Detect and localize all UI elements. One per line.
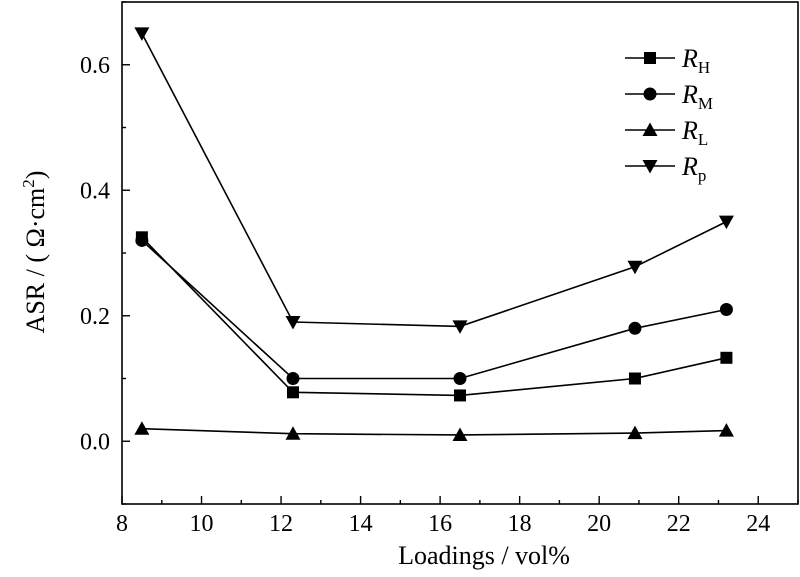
data-point-rp — [718, 215, 734, 230]
x-tick-label: 18 — [508, 511, 532, 537]
y-axis-title-end: ) — [21, 171, 50, 180]
legend-label-main: R — [681, 44, 698, 73]
legend-label-main: R — [681, 116, 698, 145]
data-point-rm — [628, 321, 642, 335]
y-tick-label: 0.6 — [80, 53, 110, 79]
legend-label: RH — [681, 44, 710, 77]
data-point-rl — [627, 425, 643, 440]
legend-label-main: R — [681, 80, 698, 109]
series-layer — [134, 27, 734, 441]
data-point-rp — [627, 260, 643, 275]
y-axis-title: ASR / ( Ω·cm2) — [19, 171, 50, 334]
legend-item-rm: RM — [625, 80, 713, 113]
y-axis-title-main: ASR / ( Ω·cm — [21, 188, 50, 334]
legend-label: RL — [681, 116, 708, 149]
legend-marker — [642, 122, 658, 136]
legend-marker — [642, 160, 658, 174]
legend-item-rl: RL — [625, 116, 708, 149]
data-point-rp — [134, 27, 150, 41]
series-rp — [134, 27, 734, 334]
axes: 8 10 12 14 16 18 20 22 24 0.0 0.2 0.4 0.6 — [80, 1, 799, 537]
legend-label-sub: M — [698, 94, 713, 113]
legend-label-sub: H — [698, 58, 710, 77]
data-point-rh — [720, 351, 733, 364]
legend-label: Rp — [681, 152, 706, 185]
data-point-rl — [718, 423, 734, 437]
data-point-rh — [628, 372, 641, 385]
x-tick-label: 22 — [667, 511, 691, 537]
data-point-rm — [135, 233, 149, 247]
x-tick-label: 10 — [190, 511, 214, 537]
x-tick-label: 16 — [428, 511, 452, 537]
x-axis-title: Loadings / vol% — [398, 541, 570, 570]
series-rm — [135, 233, 733, 385]
series-rl — [134, 421, 734, 441]
x-tick-label: 24 — [746, 511, 770, 537]
data-point-rh — [286, 386, 299, 399]
x-tick-label: 8 — [116, 511, 128, 537]
data-point-rp — [452, 320, 468, 334]
y-tick-label: 0.4 — [80, 178, 110, 204]
series-line-rp — [141, 33, 727, 328]
legend-marker — [644, 52, 656, 64]
data-point-rp — [285, 316, 301, 330]
legend-label-main: R — [681, 152, 698, 181]
y-tick-label: 0.2 — [80, 304, 110, 330]
data-point-rl — [452, 427, 468, 441]
data-point-rm — [286, 372, 300, 385]
y-axis-title-sup: 2 — [19, 179, 38, 188]
x-tick-label: 14 — [349, 511, 373, 537]
x-tick-label: 12 — [269, 511, 293, 537]
data-point-rl — [134, 421, 150, 435]
data-point-rl — [285, 426, 301, 440]
legend-marker — [643, 87, 657, 101]
data-point-rm — [453, 372, 467, 385]
data-point-rh — [454, 389, 466, 402]
legend-label: RM — [681, 80, 713, 113]
legend-label-sub: p — [698, 166, 707, 185]
y-tick-label: 0.0 — [80, 429, 110, 455]
legend-item-rp: Rp — [625, 152, 706, 185]
legend-label-sub: L — [698, 130, 708, 149]
x-tick-label: 20 — [587, 511, 611, 537]
legend-item-rh: RH — [625, 44, 710, 77]
data-point-rm — [719, 302, 733, 316]
